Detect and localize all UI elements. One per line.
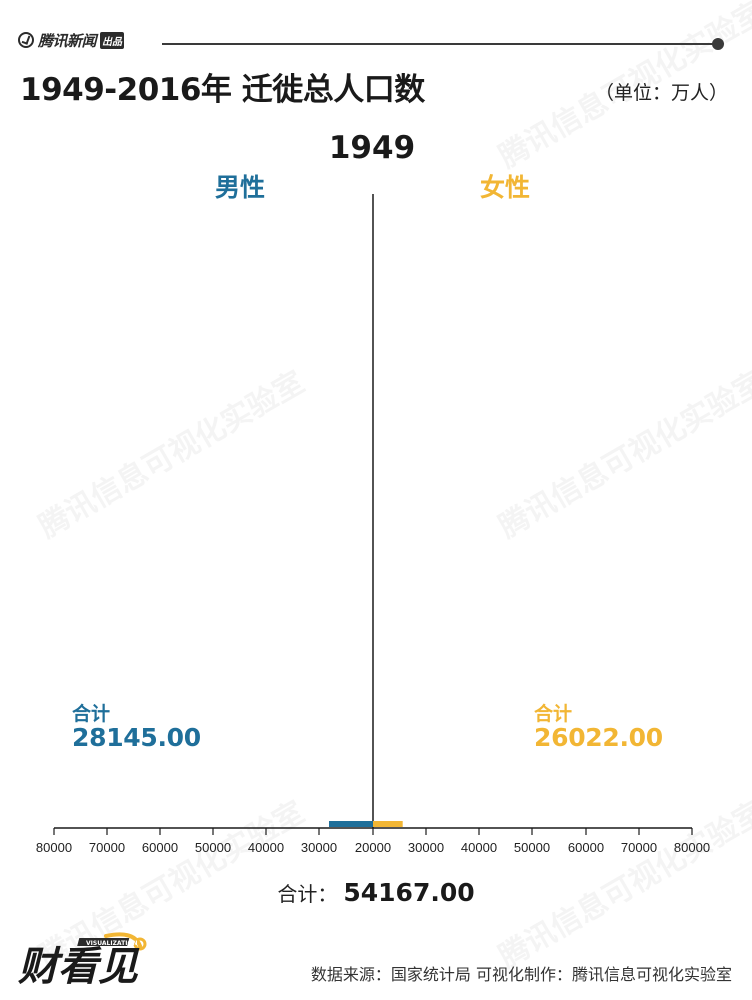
x-tick-label-left: 20000 bbox=[355, 840, 391, 855]
female-bar bbox=[373, 821, 403, 827]
grand-total: 合计： 54167.00 bbox=[0, 878, 752, 907]
male-total-caption: 合计 bbox=[72, 703, 111, 725]
brand-tag: 出品 bbox=[100, 31, 125, 49]
x-tick-label-left: 50000 bbox=[195, 840, 231, 855]
footer-logo-text: 财看见 bbox=[18, 944, 140, 990]
x-tick-label-right: 40000 bbox=[461, 840, 497, 855]
header-rule bbox=[162, 43, 718, 45]
header-rule-dot bbox=[712, 38, 724, 50]
footer-logo-subtext: VISUALIZATION bbox=[86, 940, 138, 947]
x-tick-label-right: 60000 bbox=[568, 840, 604, 855]
tencent-news-icon bbox=[18, 32, 34, 48]
x-tick-label-left: 70000 bbox=[89, 840, 125, 855]
unit-label: （单位：万人） bbox=[594, 82, 728, 104]
male-total-value: 28145.00 bbox=[72, 723, 201, 752]
female-series-label: 女性 bbox=[480, 173, 531, 202]
caikanjian-logo: 财看见 VISUALIZATION bbox=[18, 932, 147, 990]
grand-total-value: 54167.00 bbox=[343, 878, 475, 907]
x-tick-label-right: 70000 bbox=[621, 840, 657, 855]
data-source: 数据来源：国家统计局 可视化制作：腾讯信息可视化实验室 bbox=[310, 965, 732, 984]
page-title: 1949-2016年 迁徙总人口数 bbox=[20, 72, 425, 108]
male-bar bbox=[329, 821, 373, 827]
x-tick-label-right: 50000 bbox=[514, 840, 550, 855]
female-total-caption: 合计 bbox=[534, 703, 573, 725]
x-tick-label-left: 40000 bbox=[248, 840, 284, 855]
population-pyramid-chart: 80000 70000 60000 50000 40000 30000 20000 30000… bbox=[36, 194, 710, 855]
brand-logo: 腾讯新闻 出品 bbox=[18, 30, 125, 50]
male-series-label: 男性 bbox=[215, 173, 266, 202]
x-tick-label-right: 30000 bbox=[408, 840, 444, 855]
brand-name: 腾讯新闻 bbox=[38, 31, 97, 50]
female-total-value: 26022.00 bbox=[534, 723, 663, 752]
x-tick-label-left: 30000 bbox=[301, 840, 337, 855]
year-label: 1949 bbox=[328, 130, 416, 166]
x-tick-label-left: 80000 bbox=[36, 840, 72, 855]
x-tick-label-right: 80000 bbox=[674, 840, 710, 855]
x-tick-label-left: 60000 bbox=[142, 840, 178, 855]
grand-total-caption: 合计： bbox=[277, 882, 338, 906]
